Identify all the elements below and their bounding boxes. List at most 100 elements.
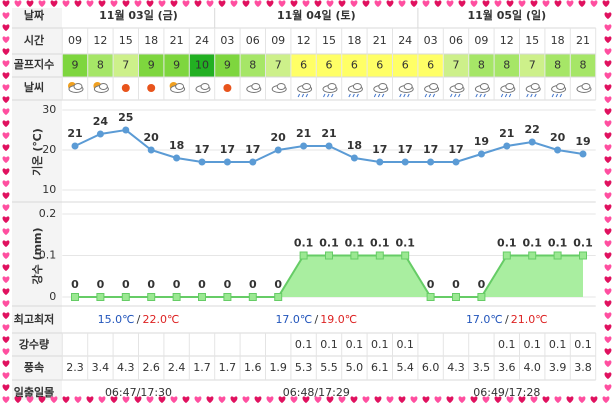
wind-speed: 3.4 [92,361,110,374]
wind-speed: 4.3 [117,361,135,374]
heart [494,396,502,403]
data-label: 21 [67,127,82,140]
golf-cell [367,54,392,77]
time: 15 [119,34,133,47]
cloud [352,83,362,90]
temp-point [528,138,536,146]
heart [158,0,166,7]
heart [446,0,454,7]
golf-index: 6 [402,59,409,72]
wind-speed: 3.6 [498,361,516,374]
rain-amount: 0.1 [320,338,338,351]
precip-point [350,251,359,260]
heart [218,396,226,403]
heart [604,180,612,187]
data-label: 24 [93,115,109,128]
precip-point [528,251,537,260]
data-label: 0 [71,278,79,291]
heart [604,60,612,67]
heart [362,396,370,403]
heart [110,0,118,7]
cloud [454,83,464,90]
time: 06 [449,34,463,47]
temp-point [477,150,485,158]
row-label: 풍속 [24,361,44,374]
rain-drop [428,93,432,98]
golf-cell [189,54,215,77]
golf-index: 7 [275,59,282,72]
heart [182,396,190,403]
heart [470,0,478,7]
golf-index: 6 [376,59,383,72]
golf-index: 8 [554,59,561,72]
heart [542,396,550,403]
heart [2,396,10,403]
heart [518,396,526,403]
heart [410,0,418,7]
separator: / [505,313,509,326]
heart [134,396,142,403]
heart [2,108,10,115]
weather-icon [373,83,389,98]
heart [206,0,214,7]
heart [302,396,310,403]
precip-point [452,293,460,301]
precip-point [147,293,156,301]
rain-drop [327,93,330,98]
rain-drop [331,93,334,98]
golf-cell [443,54,469,77]
time: 21 [373,34,387,47]
temp-point [401,158,409,166]
wind-speed: 5.5 [320,361,338,374]
data-label: 17 [448,143,463,156]
heart [254,0,262,7]
time: 21 [170,34,184,47]
precip-point [477,293,486,301]
heart [2,120,10,127]
wind-speed: 6.1 [371,361,389,374]
row-label: 날짜 [24,8,45,22]
time: 21 [576,34,590,47]
heart [458,0,466,7]
heart [278,396,286,403]
heart [530,0,538,7]
heart [604,48,612,55]
time: 15 [322,34,336,47]
data-label: 21 [499,127,514,140]
data-label: 21 [321,127,336,140]
heart [604,36,612,43]
golf-cell [570,54,596,77]
row-label: 날씨 [24,80,44,94]
data-label: 19 [575,135,590,148]
max-temp: 19.0℃ [320,313,357,326]
heart [2,0,10,7]
heart [542,0,550,7]
weather-icon [271,83,287,93]
row-label: 일출일몰 [14,385,54,399]
wind-speed: 5.4 [396,361,414,374]
rain-drop [377,93,381,98]
golf-cell [266,54,291,77]
heart [134,0,142,7]
data-label: 0 [97,278,105,291]
heart [2,168,10,175]
heart [398,0,406,7]
cloud [327,83,337,90]
time: 24 [398,34,412,47]
data-label: 0.1 [573,237,593,250]
precip-point [71,293,79,301]
heart [602,0,610,7]
temp-point [579,150,587,158]
time: 15 [525,34,539,47]
heart [518,0,526,7]
weather-icon [246,83,262,93]
heart [604,120,612,127]
golf-index: 9 [224,59,231,72]
cloud [505,83,515,90]
rain-drop [305,93,309,98]
heart [604,288,612,295]
y-tick-label: 0.2 [39,207,57,220]
heart [604,204,612,211]
row-label: 골프지수 [14,57,54,71]
